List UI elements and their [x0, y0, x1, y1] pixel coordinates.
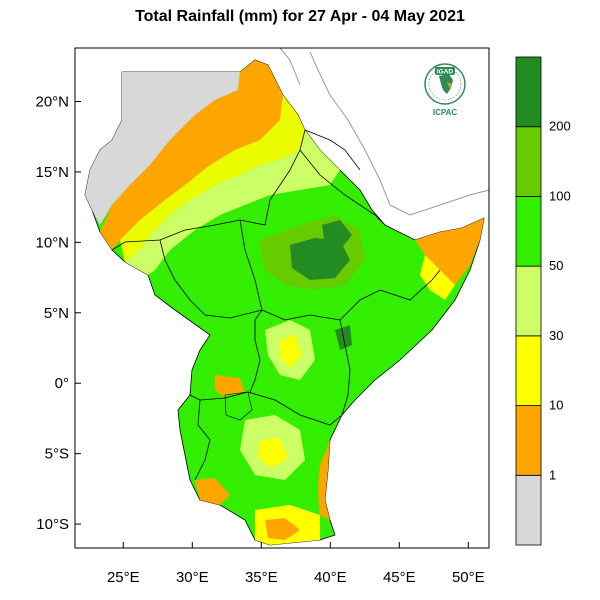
colorbar-bin: [515, 335, 542, 406]
igad-logo: IGAD ICPAC: [420, 62, 470, 128]
lat-tick-label: 5°S: [45, 446, 69, 463]
lon-tick-label: 25°E: [107, 569, 140, 586]
light-green-band: [125, 130, 340, 275]
map-title: Total Rainfall (mm) for 27 Apr - 04 May …: [135, 8, 465, 25]
lon-tick-label: 45°E: [383, 569, 416, 586]
colorbar-label: 1: [549, 467, 556, 482]
colorbar-label: 10: [549, 398, 563, 413]
yellow-band: [120, 95, 305, 262]
country-borders: [111, 129, 441, 481]
kenya-yellow: [280, 335, 302, 368]
highlands-heavy-2: [322, 220, 352, 250]
lat-tick-label: 0°: [55, 375, 69, 392]
lon-tick-label: 35°E: [245, 569, 278, 586]
lake-victoria: [224, 391, 253, 421]
highlands-heavy: [290, 238, 350, 280]
horn-yellow: [420, 255, 455, 300]
coast-orange: [318, 440, 330, 520]
map-frame: [74, 47, 490, 549]
colorbar-bin: [515, 265, 542, 337]
latitude-axis: 20°N 15°N 10°N 5°N 0° 5°S 10°S: [35, 94, 81, 533]
lat-tick-label: 15°N: [35, 164, 69, 181]
colorbar-label: 200: [549, 119, 571, 134]
colorbar-bin: [515, 126, 542, 197]
south-orange-2: [265, 518, 300, 540]
low-rain-band: [100, 60, 283, 250]
colorbar-bin: [515, 196, 542, 267]
longitude-axis: 25°E 30°E 35°E 40°E 45°E 50°E: [107, 542, 485, 586]
lat-tick-label: 10°S: [36, 516, 69, 533]
colorbar-label: 30: [549, 328, 563, 343]
horn-dry-region: [415, 218, 484, 285]
lat-tick-label: 5°N: [44, 305, 69, 322]
lon-tick-label: 30°E: [176, 569, 209, 586]
colorbar-bin: [515, 405, 542, 476]
lat-tick-label: 10°N: [35, 234, 69, 251]
colorbar: 1 10 30 50 100 200: [515, 56, 571, 546]
neighbor-coastline: [309, 51, 490, 216]
logo-bottom-text: ICPAC: [432, 108, 458, 117]
south-orange: [195, 478, 230, 505]
tanzania-yellow: [258, 438, 288, 468]
igad-emblem-icon: IGAD: [424, 63, 466, 105]
logo-top-text: IGAD: [437, 69, 454, 76]
lake-region-orange: [215, 375, 245, 398]
lon-tick-label: 40°E: [314, 569, 347, 586]
colorbar-label: 100: [549, 188, 571, 203]
colorbar-label: 50: [549, 258, 563, 273]
colorbar-bin: [515, 474, 542, 546]
dry-region-north: [85, 72, 240, 225]
lon-tick-label: 50°E: [452, 569, 485, 586]
colorbar-bin: [515, 56, 542, 128]
neighbor-coastline-north: [279, 47, 301, 86]
lat-tick-label: 20°N: [35, 94, 69, 111]
